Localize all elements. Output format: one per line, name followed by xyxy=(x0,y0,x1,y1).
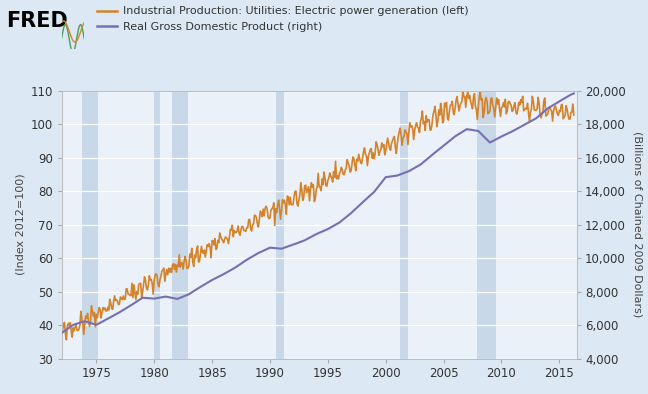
Legend: Industrial Production: Utilities: Electric power generation (left), Real Gross D: Industrial Production: Utilities: Electr… xyxy=(93,2,473,37)
Y-axis label: (Billions of Chained 2009 Dollars): (Billions of Chained 2009 Dollars) xyxy=(633,132,643,318)
Bar xyxy=(82,91,98,359)
Bar xyxy=(477,91,496,359)
Bar xyxy=(154,91,160,359)
Bar xyxy=(172,91,188,359)
Bar xyxy=(276,91,284,359)
Y-axis label: (Index 2012=100): (Index 2012=100) xyxy=(16,174,25,275)
Bar xyxy=(400,91,408,359)
Text: FRED: FRED xyxy=(6,11,68,31)
